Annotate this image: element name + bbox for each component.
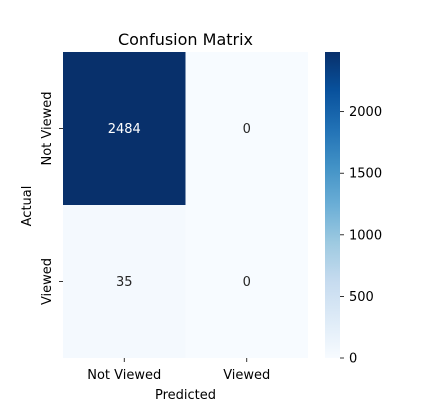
colorbar-tick-label: 1500 <box>349 167 382 182</box>
colorbar <box>325 52 340 358</box>
heatmap-cell <box>63 205 186 358</box>
heatmap-cells <box>63 52 308 358</box>
colorbar-tick-label: 500 <box>349 290 374 305</box>
y-axis-label: Actual <box>20 186 35 227</box>
y-axis: Not Viewed Viewed <box>40 91 63 305</box>
cell-annotations: 2484 0 35 0 <box>108 122 251 290</box>
heatmap-cell <box>185 205 308 358</box>
x-axis: Not Viewed Viewed <box>87 358 270 383</box>
cell-annotation: 0 <box>243 275 251 290</box>
cell-annotation: 0 <box>243 122 251 137</box>
x-tick-label: Viewed <box>223 368 270 383</box>
colorbar-tick-label: 2000 <box>349 105 382 120</box>
cell-annotation: 35 <box>116 275 133 290</box>
colorbar-tick-label: 0 <box>349 352 357 367</box>
chart-title: Confusion Matrix <box>118 30 253 49</box>
cell-annotation: 2484 <box>108 122 141 137</box>
x-tick-label: Not Viewed <box>87 368 161 383</box>
heatmap-cell <box>63 52 186 205</box>
x-axis-label: Predicted <box>155 388 216 403</box>
y-tick-label: Viewed <box>40 258 55 305</box>
colorbar-ticks: 0 500 1000 1500 2000 <box>340 105 382 367</box>
heatmap-cell <box>185 52 308 205</box>
y-tick-label: Not Viewed <box>40 91 55 165</box>
colorbar-tick-label: 1000 <box>349 228 382 243</box>
